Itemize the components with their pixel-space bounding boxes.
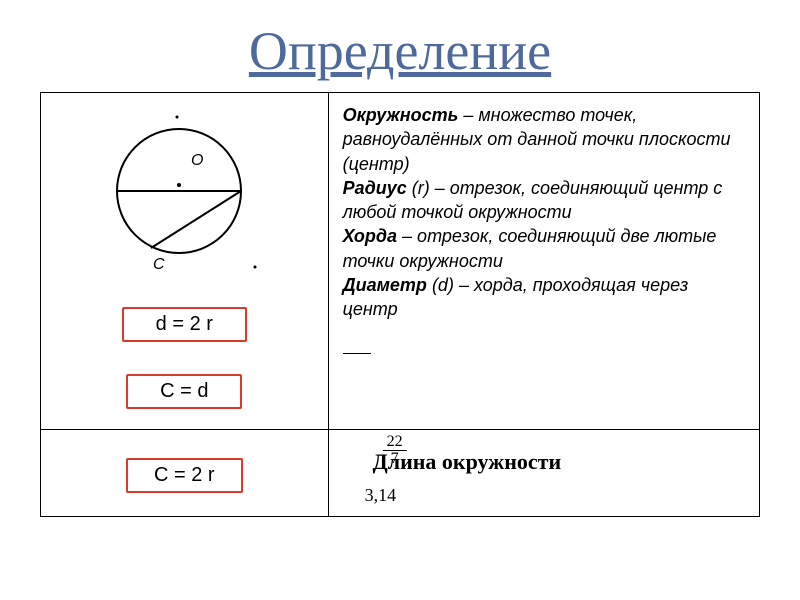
definition-table: О С d = 2 r C = d Окружность – множество…	[40, 92, 760, 517]
formula-d-eq-2r: d = 2 r	[122, 307, 247, 342]
chord-label: С	[153, 256, 165, 273]
circle-diagram: О С	[99, 111, 269, 281]
formula-3-wrap: C = 2 r	[55, 440, 314, 503]
diagram-cell: О С d = 2 r C = d	[41, 93, 329, 430]
def-diameter: Диаметр (d) – хорда, проходящая через це…	[343, 273, 745, 322]
dash-line	[343, 353, 371, 354]
def-chord: Хорда – отрезок, соединяющий две лютые т…	[343, 224, 745, 273]
term-diameter: Диаметр	[343, 275, 427, 295]
sym-diameter: (d)	[427, 275, 454, 295]
sym-radius: (r)	[407, 178, 430, 198]
def-circle: Окружность – множество точек, равноудалё…	[343, 103, 745, 176]
def-radius: Радиус (r) – отрезок, соединяющий центр …	[343, 176, 745, 225]
term-chord: Хорда	[343, 226, 397, 246]
pi-approx: 3,14	[365, 485, 745, 506]
side-dot	[254, 266, 257, 269]
length-title: Длина окружности	[373, 449, 745, 475]
center-dot	[177, 183, 181, 187]
formula-c-eq-pid: C = d	[126, 374, 242, 409]
center-label: О	[191, 152, 203, 169]
formula-3-cell: C = 2 r	[41, 430, 329, 517]
formula-c-eq-2pir: C = 2 r	[126, 458, 243, 493]
length-cell: 22 7 Длина окружности 3,14	[328, 430, 759, 517]
formula-2-wrap: C = d	[55, 352, 314, 419]
frac-num: 22	[383, 434, 407, 451]
desc-chord: – отрезок, соединяющий две лютые точки о…	[343, 226, 717, 270]
formula-1-wrap: d = 2 r	[55, 289, 314, 352]
top-dot	[176, 116, 179, 119]
fraction-22-7: 22 7	[383, 434, 407, 467]
page-title: Определение	[0, 20, 800, 82]
frac-den: 7	[383, 451, 407, 467]
term-circle: Окружность	[343, 105, 459, 125]
term-radius: Радиус	[343, 178, 407, 198]
definitions-cell: Окружность – множество точек, равноудалё…	[328, 93, 759, 430]
